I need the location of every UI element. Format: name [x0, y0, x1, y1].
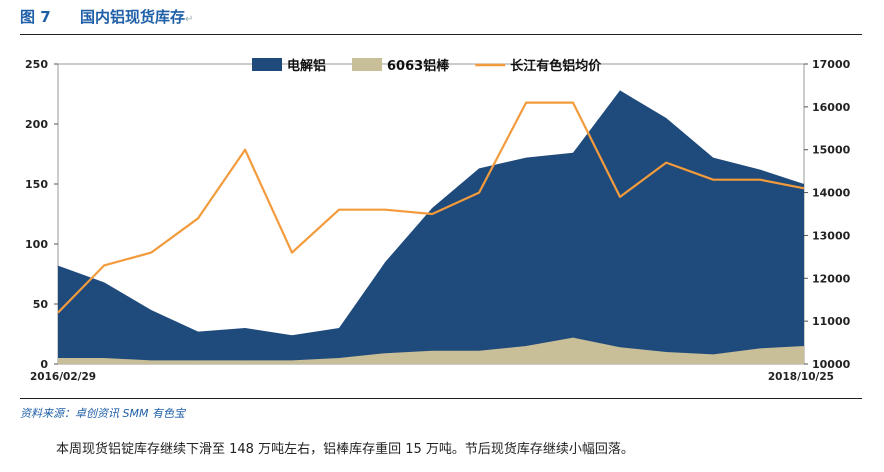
left-tick-label: 100 [25, 238, 48, 251]
data-point-s1-16 [803, 345, 805, 347]
data-point-s1-14 [712, 353, 714, 355]
data-point-s1-4 [244, 359, 246, 361]
data-point-s0-14 [712, 156, 714, 158]
data-point-s1-1 [103, 357, 105, 359]
legend-label-0: 电解铝 [287, 58, 326, 74]
series-area-electrolytic-aluminum [58, 90, 804, 365]
data-point-s1-9 [478, 350, 480, 352]
data-point-s0-8 [431, 207, 433, 209]
legend-swatch-0 [252, 58, 282, 71]
footnote-text: 本周现货铝锭库存继续下滑至 148 万吨左右，铝棒库存重回 15 万吨。节后现货… [56, 442, 634, 457]
data-point-s1-11 [572, 336, 574, 338]
data-point-s2-3 [197, 217, 199, 219]
data-point-s0-1 [103, 281, 105, 283]
data-point-s1-12 [619, 346, 621, 348]
left-tick-label: 0 [40, 358, 48, 371]
data-point-s0-2 [150, 309, 152, 311]
data-point-s1-6 [338, 357, 340, 359]
left-tick-label: 150 [25, 178, 48, 191]
data-point-s1-0 [57, 357, 59, 359]
figure-title-text: 国内铝现货库存 [80, 8, 186, 26]
data-point-s2-4 [244, 149, 246, 151]
data-point-s0-13 [665, 117, 667, 119]
data-point-s1-8 [431, 350, 433, 352]
right-tick-label: 14000 [812, 187, 851, 200]
data-point-s0-6 [338, 327, 340, 329]
data-point-s2-9 [478, 191, 480, 193]
series-area-6063-rod [58, 337, 804, 364]
data-point-s2-5 [291, 251, 293, 253]
data-point-s1-2 [150, 359, 152, 361]
data-point-s2-2 [150, 251, 152, 253]
data-point-s2-6 [338, 209, 340, 211]
x-end-label: 2018/10/25 [768, 371, 834, 383]
data-point-s2-8 [431, 213, 433, 215]
data-point-s0-4 [244, 327, 246, 329]
data-point-s0-0 [57, 264, 59, 266]
data-point-s0-16 [803, 183, 805, 185]
data-point-s2-16 [803, 187, 805, 189]
data-point-s2-1 [103, 264, 105, 266]
data-point-s2-14 [712, 179, 714, 181]
x-start-label: 2016/02/29 [30, 371, 96, 383]
data-point-s0-7 [384, 261, 386, 263]
return-mark: ↵ [185, 14, 194, 25]
data-point-s0-10 [525, 156, 527, 158]
data-point-s2-11 [572, 101, 574, 103]
data-point-s1-15 [759, 347, 761, 349]
inventory-chart: 0 50 100 150 200 250 10000 11000 12000 13000 14000… [25, 58, 851, 383]
data-point-s1-13 [665, 351, 667, 353]
right-tick-label: 16000 [812, 101, 851, 114]
right-tick-label: 10000 [812, 358, 851, 371]
legend-swatch-1 [352, 58, 383, 71]
series-line-changjiang-price [57, 101, 805, 314]
left-tick-label: 250 [25, 58, 48, 71]
data-point-s2-13 [665, 161, 667, 163]
right-tick-label: 15000 [812, 144, 851, 157]
data-point-s0-5 [291, 334, 293, 336]
right-tick-label: 12000 [812, 272, 851, 285]
legend-label-1: 6063铝棒 [387, 58, 450, 74]
source-note: 资料来源：卓创资讯 SMM 有色宝 [20, 407, 185, 420]
figure-title: 图 7 国内铝现货库存↵ [20, 6, 193, 27]
data-point-s2-10 [525, 101, 527, 103]
top-rule [20, 34, 862, 35]
right-tick-label: 17000 [812, 58, 851, 71]
data-point-s1-10 [525, 345, 527, 347]
left-tick-label: 200 [25, 118, 48, 131]
data-point-s0-11 [572, 152, 574, 154]
data-point-s1-3 [197, 359, 199, 361]
figure-label: 图 7 [20, 8, 51, 26]
data-point-s1-7 [384, 352, 386, 354]
left-tick-label: 50 [33, 298, 49, 311]
right-tick-label: 13000 [812, 229, 851, 242]
data-point-s2-15 [759, 179, 761, 181]
bottom-rule [20, 398, 862, 399]
right-tick-label: 11000 [812, 315, 851, 328]
legend-label-2: 长江有色铝均价 [510, 58, 602, 74]
data-point-s0-9 [478, 167, 480, 169]
data-point-s0-12 [619, 89, 621, 91]
data-point-s0-3 [197, 330, 199, 332]
data-point-s2-7 [384, 209, 386, 211]
data-point-s2-12 [619, 196, 621, 198]
data-point-s0-15 [759, 168, 761, 170]
data-point-s2-0 [57, 311, 59, 313]
data-point-s1-5 [291, 359, 293, 361]
